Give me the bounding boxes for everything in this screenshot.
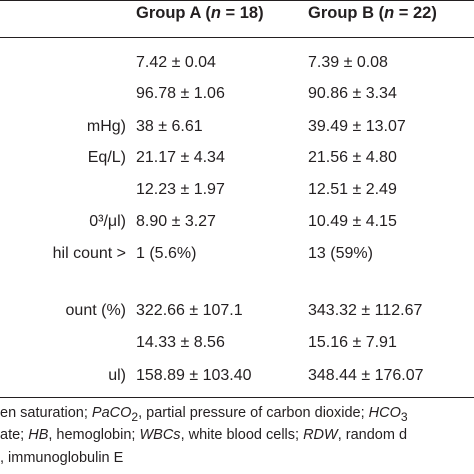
footnote-line-2: ate; HB, hemoglobin; WBCs, white blood c… (0, 427, 408, 443)
table-bottom-rule (0, 397, 474, 398)
table-cell-group-b: 348.44 ± 176.07 (308, 367, 424, 384)
table-cell-group-a: 38 ± 6.61 (136, 118, 203, 135)
table-cell-group-b: 10.49 ± 4.15 (308, 213, 397, 230)
table-cell-group-a: 12.23 ± 1.97 (136, 181, 225, 198)
table-top-rule (0, 0, 474, 1)
table-cell-group-a: 1 (5.6%) (136, 245, 197, 262)
table-cell-group-a: 14.33 ± 8.56 (136, 334, 225, 351)
table-cell-group-a: 158.89 ± 103.40 (136, 367, 252, 384)
table-cell-group-a: 322.66 ± 107.1 (136, 302, 243, 319)
row-label: mHg) (86, 118, 126, 135)
table-cell-group-b: 7.39 ± 0.08 (308, 54, 388, 71)
table-cell-group-b: 15.16 ± 7.91 (308, 334, 397, 351)
table-cell-group-a: 96.78 ± 1.06 (136, 85, 225, 102)
row-label: 0³/μl) (89, 213, 126, 230)
row-label: hil count > (52, 245, 126, 262)
column-header-group-a: Group A (n = 18) (136, 4, 264, 22)
header-rule (0, 37, 474, 38)
table-cell-group-a: 21.17 ± 4.34 (136, 149, 225, 166)
table-cell-group-b: 21.56 ± 4.80 (308, 149, 397, 166)
table-cell-group-b: 12.51 ± 2.49 (308, 181, 397, 198)
table-cell-group-b: 90.86 ± 3.34 (308, 85, 397, 102)
footnote-line-3: , immunoglobulin E (0, 450, 124, 466)
row-label: Eq/L) (87, 149, 126, 166)
table-cell-group-b: 13 (59%) (308, 245, 373, 262)
table-cell-group-b: 343.32 ± 112.67 (308, 302, 423, 319)
footnote-line-1: en saturation; PaCO2, partial pressure o… (0, 405, 408, 424)
column-header-group-b: Group B (n = 22) (308, 4, 437, 22)
table-cell-group-b: 39.49 ± 13.07 (308, 118, 406, 135)
row-label: ount (%) (65, 302, 126, 319)
table-cell-group-a: 8.90 ± 3.27 (136, 213, 216, 230)
row-label: ul) (108, 367, 126, 384)
table-cell-group-a: 7.42 ± 0.04 (136, 54, 216, 71)
